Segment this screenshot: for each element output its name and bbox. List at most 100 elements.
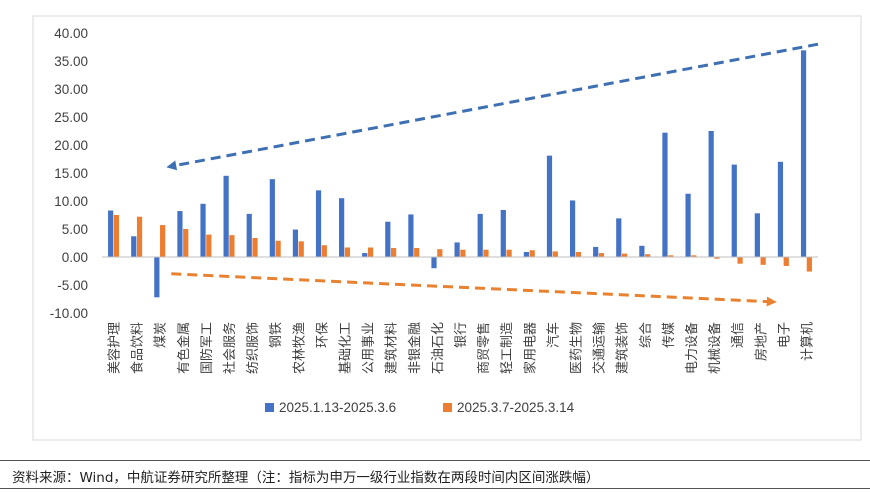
source-note: 资料来源：Wind，中航证券研究所整理（注：指标为申万一级行业指数在两段时间内区… [12, 470, 600, 486]
legend-label: 2025.3.7-2025.3.14 [457, 400, 575, 415]
bar-series1-17 [500, 209, 506, 257]
bar-series1-19 [546, 155, 553, 257]
bar-series1-0 [108, 210, 114, 257]
bar-series1-30 [800, 50, 807, 257]
x-category-label: 环保 [315, 322, 330, 348]
top-rule [0, 460, 870, 461]
x-category-label: 电子 [777, 322, 792, 348]
y-tick-label: 10.00 [54, 194, 88, 209]
chart: 40.00 35.00 30.00 25.00 20.00 15.00 10.00 5.00 0… [32, 15, 862, 441]
x-category-label: 美容护理 [107, 322, 123, 374]
x-category-label: 机械设备 [707, 322, 723, 374]
y-tick-label: 35.00 [54, 54, 88, 69]
bar-series2-3 [183, 229, 189, 257]
bar-series2-4 [206, 234, 212, 257]
y-axis: 40.00 35.00 30.00 25.00 20.00 15.00 10.00 5.00 0… [50, 26, 88, 321]
x-category-label: 国防军工 [199, 322, 215, 374]
x-category-label: 公用事业 [362, 322, 377, 374]
bar-series1-1 [131, 236, 137, 257]
bar-series2-30 [806, 257, 812, 272]
bar-series1-9 [315, 190, 322, 257]
x-category-label: 建筑装饰 [615, 322, 631, 374]
bar-series1-14 [431, 257, 437, 269]
bar-series2-0 [113, 215, 120, 257]
bar-series2-11 [367, 247, 374, 257]
x-category-label: 基础化工 [339, 322, 354, 374]
x-category-label: 计算机 [800, 322, 815, 361]
x-category-label: 综合 [639, 322, 654, 348]
bar-series1-11 [362, 253, 368, 257]
bar-series2-1 [136, 216, 143, 257]
bar-series1-25 [685, 193, 691, 257]
x-category-label: 银行 [454, 322, 469, 348]
x-category-label: 传媒 [662, 322, 677, 348]
y-tick-label: 0.00 [62, 250, 88, 265]
legend: 2025.1.13-2025.3.6 2025.3.7-2025.3.14 [265, 400, 575, 415]
x-category-label: 通信 [731, 322, 746, 348]
bar-series2-10 [344, 247, 351, 257]
bar-series1-22 [616, 218, 622, 257]
bar-series1-23 [639, 245, 645, 257]
bar-series1-3 [177, 211, 183, 257]
bar-series2-15 [460, 249, 466, 257]
x-category-label: 商贸零售 [476, 322, 492, 374]
bar-series1-18 [523, 251, 529, 257]
x-category-label: 轻工制造 [500, 322, 515, 374]
bar-series2-9 [321, 245, 327, 257]
bar-series2-28 [760, 257, 766, 265]
bar-series2-23 [645, 254, 651, 257]
bar-series2-6 [252, 237, 258, 257]
bar-series1-6 [246, 213, 252, 257]
y-tick-label: 40.00 [54, 26, 88, 41]
bar-series2-5 [229, 235, 235, 257]
bar-series1-29 [777, 161, 784, 257]
bar-series1-15 [454, 242, 460, 257]
y-tick-label: -10.00 [50, 306, 88, 321]
bar-series2-21 [598, 253, 605, 257]
x-category-label: 家用电器 [522, 322, 538, 374]
x-category-label: 钢铁 [269, 322, 284, 348]
y-tick-label: 5.00 [62, 222, 88, 237]
bar-series2-29 [783, 257, 789, 266]
blue-trend-arrow [166, 42, 819, 171]
bar-series1-12 [385, 221, 391, 257]
bar-series1-13 [408, 214, 414, 257]
bar-series2-22 [621, 253, 628, 257]
bar-series1-10 [339, 198, 345, 257]
chart-frame [32, 15, 862, 441]
x-category-label: 社会服务 [222, 322, 238, 374]
bar-series2-25 [691, 255, 697, 257]
x-axis-labels: 美容护理 食品饮料 煤炭 有色金属 国防军工 社会服务 纺织服饰 钢铁 农林牧渔 环保 基础化工 公用… [107, 322, 816, 374]
bar-series1-28 [754, 213, 760, 257]
legend-label: 2025.1.13-2025.3.6 [279, 400, 396, 415]
bar-series1-5 [223, 175, 229, 257]
bar-series2-14 [437, 249, 443, 257]
bar-series1-21 [593, 246, 599, 257]
bar-series1-27 [731, 164, 737, 257]
bar-series2-12 [391, 248, 397, 257]
x-category-label: 非银金融 [407, 322, 423, 374]
bar-series2-20 [575, 251, 581, 257]
x-category-label: 纺织服饰 [246, 322, 261, 374]
x-category-label: 交通运输 [592, 322, 608, 374]
bar-series1-16 [477, 213, 483, 257]
legend-swatch [265, 403, 274, 412]
bar-series2-18 [529, 250, 535, 257]
bar-series1-2 [154, 257, 160, 298]
y-tick-label: 15.00 [54, 166, 88, 181]
y-tick-label: -5.00 [57, 278, 88, 293]
x-category-label: 煤炭 [154, 322, 169, 348]
x-category-label: 建筑材料 [384, 322, 400, 374]
legend-swatch [443, 403, 452, 412]
bar-series2-2 [160, 225, 166, 257]
bar-series2-7 [275, 240, 281, 257]
bar-series2-24 [668, 255, 674, 257]
bar-series1-26 [708, 131, 714, 257]
bottom-rule [0, 488, 870, 489]
bar-series2-8 [298, 241, 304, 257]
y-tick-label: 20.00 [54, 138, 88, 153]
bar-series2-19 [552, 251, 558, 257]
trend-arrows [166, 42, 819, 307]
bars [108, 50, 812, 298]
x-category-label: 农林牧渔 [292, 322, 307, 374]
